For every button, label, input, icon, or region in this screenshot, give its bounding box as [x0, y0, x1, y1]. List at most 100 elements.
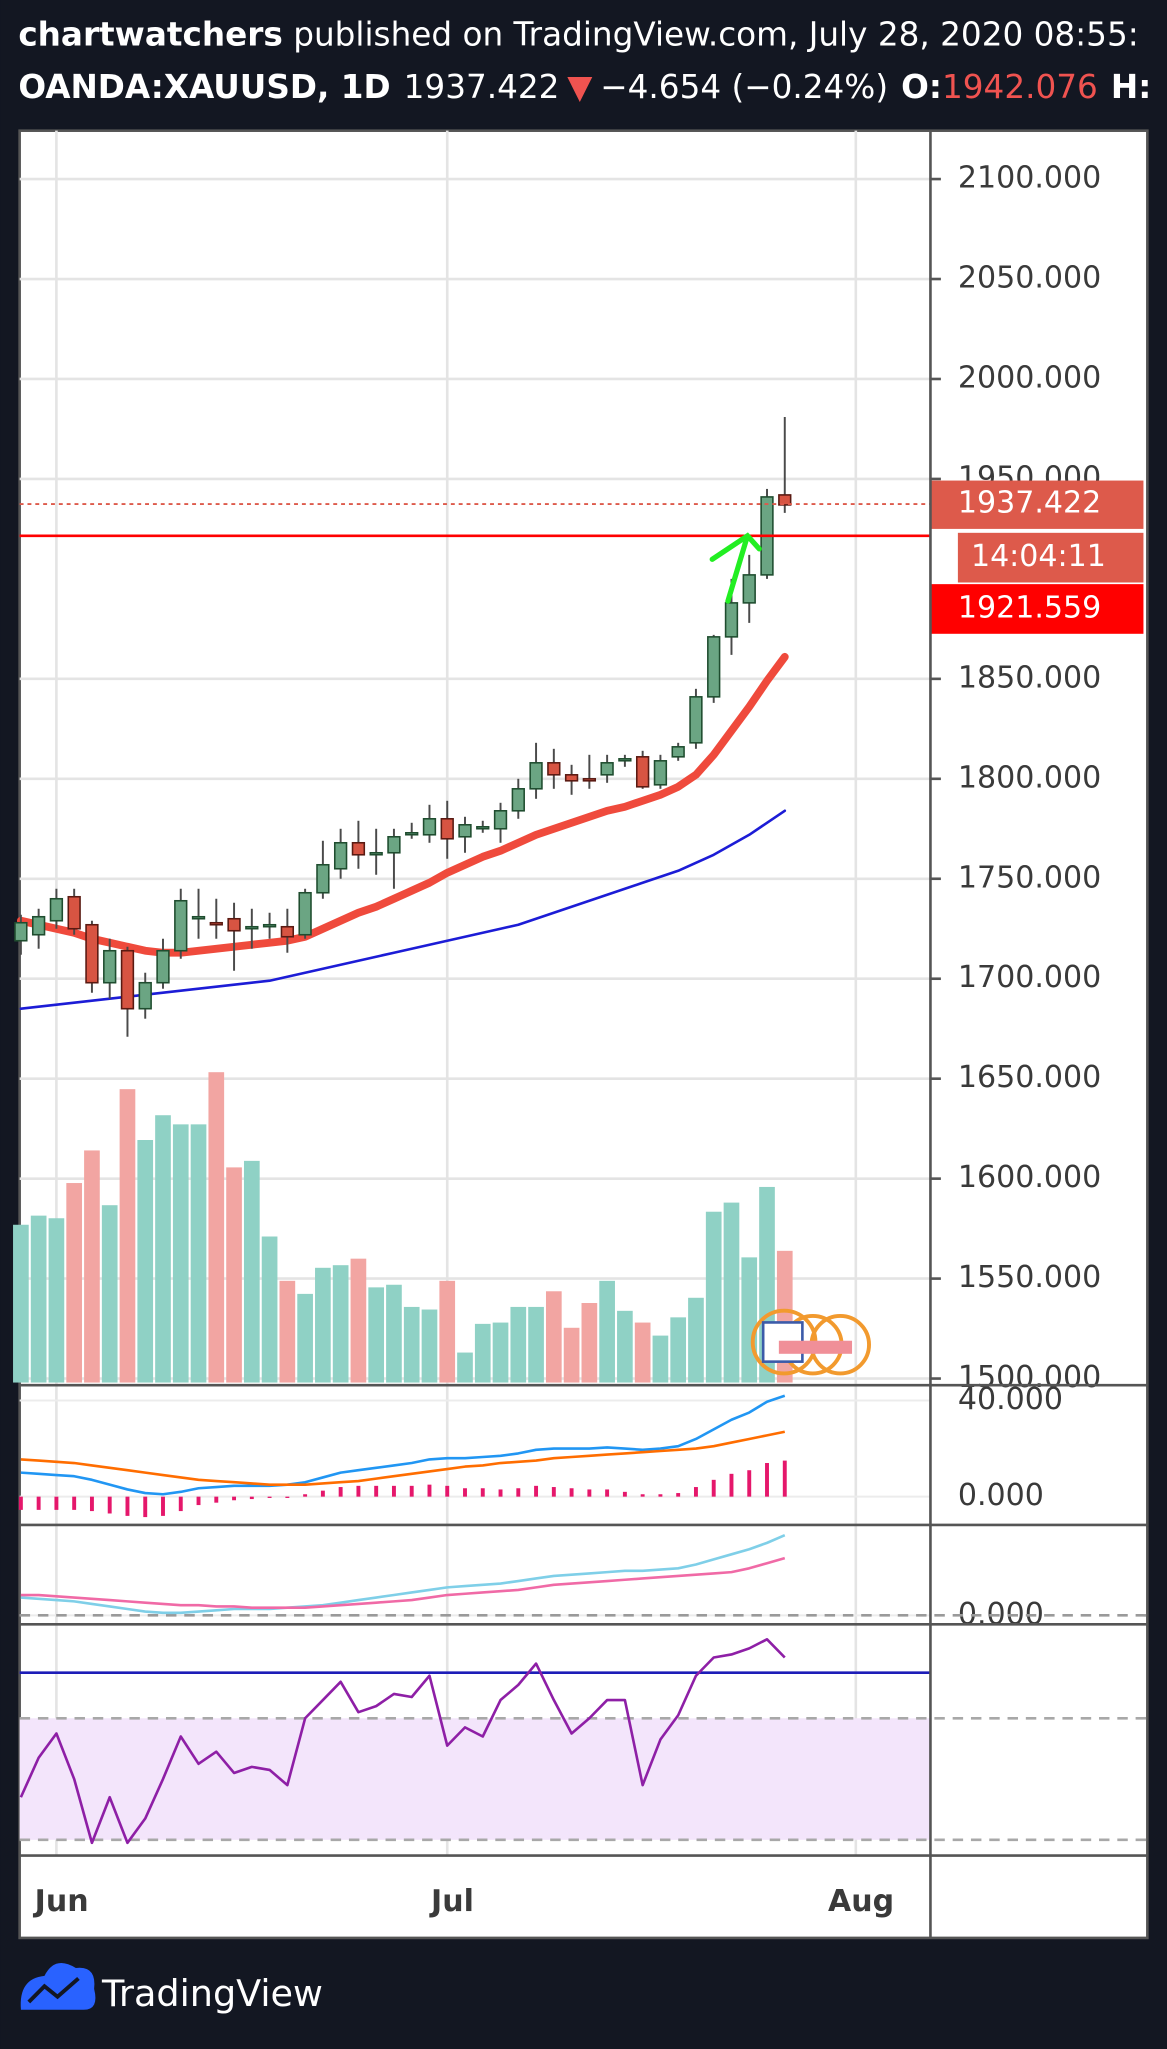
histogram-bar	[463, 1488, 467, 1497]
y-tick-label: 2000.000	[958, 360, 1101, 395]
candle-body	[600, 762, 614, 776]
candle-body	[618, 758, 632, 762]
volume-bar	[741, 1257, 758, 1383]
volume-bar	[261, 1236, 278, 1383]
y-tick-label: 1750.000	[958, 860, 1101, 895]
indicator-line	[20, 1534, 786, 1615]
candle-body	[209, 921, 223, 926]
histogram-bar	[747, 1470, 752, 1497]
moving-average	[16, 652, 789, 957]
candle-body	[582, 778, 597, 782]
last-price-label: 1937.422	[958, 486, 1101, 521]
event-icon	[750, 1308, 871, 1376]
histogram-bar	[445, 1485, 450, 1497]
volume-bar	[243, 1160, 260, 1383]
volume-bar	[670, 1317, 687, 1383]
histogram-bar	[693, 1487, 698, 1497]
volume-bar	[350, 1258, 367, 1383]
candle-body	[405, 831, 419, 836]
histogram-bar	[711, 1479, 716, 1497]
volume-bar	[545, 1291, 562, 1383]
volume-bar	[30, 1215, 47, 1383]
indicator-line	[20, 1556, 786, 1610]
histogram-bar	[605, 1489, 610, 1497]
y-tick-label: 2050.000	[958, 261, 1101, 296]
y-tick-label: 1600.000	[958, 1160, 1101, 1195]
volume-bar	[190, 1124, 207, 1383]
volume-bar	[172, 1124, 189, 1383]
symbol: OANDA:XAUUSD, 1D	[18, 68, 390, 106]
histogram-bar	[356, 1485, 361, 1497]
histogram-bar	[569, 1488, 574, 1497]
histogram-bar	[89, 1496, 94, 1512]
histogram-bar	[249, 1496, 254, 1500]
volume-bar	[563, 1327, 580, 1383]
volume-bar	[48, 1218, 65, 1383]
histogram-bar	[303, 1494, 308, 1497]
x-tick-label: Jun	[33, 1884, 89, 1919]
chart-panel	[18, 129, 1149, 1940]
histogram-bar	[782, 1460, 787, 1497]
volume-bar	[137, 1140, 154, 1383]
indicator-line	[20, 1430, 786, 1486]
volume-bar	[457, 1352, 473, 1383]
candle-body	[635, 756, 650, 788]
candle-body	[280, 925, 295, 938]
histogram-bar	[338, 1487, 343, 1497]
y-tick-label: 1850.000	[958, 660, 1101, 695]
histogram-bar	[72, 1496, 77, 1510]
volume-bar	[332, 1265, 349, 1383]
y-tick-label: 1800.000	[958, 760, 1101, 795]
y-tick-label: 40.000	[958, 1382, 1063, 1417]
candle-body	[103, 949, 117, 984]
candle-body	[369, 851, 383, 856]
volume-bar	[439, 1280, 456, 1383]
volume-bar	[617, 1310, 633, 1383]
footer-logo: TradingView	[20, 1962, 323, 2015]
histogram-bar	[587, 1489, 592, 1497]
candle-body	[120, 949, 135, 1010]
volume-bar	[421, 1309, 438, 1383]
histogram-bar	[267, 1496, 272, 1498]
volume-bar	[723, 1202, 740, 1383]
change: −4.654 (−0.24%)	[600, 68, 888, 106]
y-tick-label: 1700.000	[958, 960, 1101, 995]
candle-body	[707, 636, 721, 698]
histogram-bar	[285, 1496, 290, 1498]
histogram-bar	[36, 1496, 41, 1510]
histogram-bar	[622, 1491, 627, 1497]
candle-body	[333, 841, 348, 870]
histogram-bar	[107, 1496, 112, 1514]
histogram-bar	[551, 1487, 556, 1497]
candle-body	[245, 925, 259, 930]
candle-body	[351, 841, 366, 856]
histogram-bar	[196, 1496, 201, 1506]
volume-bar	[386, 1284, 402, 1383]
band	[19, 1718, 931, 1840]
histogram-bar	[391, 1485, 396, 1497]
candle-body	[440, 818, 454, 840]
histogram-bar	[232, 1496, 237, 1501]
brand: TradingView	[101, 1972, 323, 2015]
countdown-label: 14:04:11	[971, 539, 1106, 574]
volume-bar	[705, 1211, 722, 1383]
chart-layers: Jun Jul Aug2100.0002050.0002000.0001950.00…	[13, 130, 1148, 1919]
candle-body	[653, 760, 668, 786]
y-tick-label: 1550.000	[958, 1260, 1101, 1295]
volume-bar	[66, 1183, 83, 1383]
x-tick-label: Jul	[429, 1884, 474, 1919]
volume-bar	[368, 1287, 385, 1383]
histogram-bar	[516, 1488, 521, 1497]
candle-body	[778, 494, 792, 506]
y-tick-label: 2100.000	[958, 161, 1101, 196]
volume-bar	[528, 1306, 544, 1383]
histogram-bar	[658, 1494, 663, 1497]
indicator-line	[20, 1394, 786, 1496]
header-line-1: chartwatchers published on TradingView.co…	[18, 16, 1138, 54]
last-price: 1937.422	[404, 68, 560, 106]
author: chartwatchers	[18, 16, 282, 54]
candle-body	[564, 774, 579, 782]
flag-stripe	[778, 1340, 853, 1354]
level-label: 1921.559	[958, 590, 1101, 625]
countdown-box	[957, 532, 1144, 583]
